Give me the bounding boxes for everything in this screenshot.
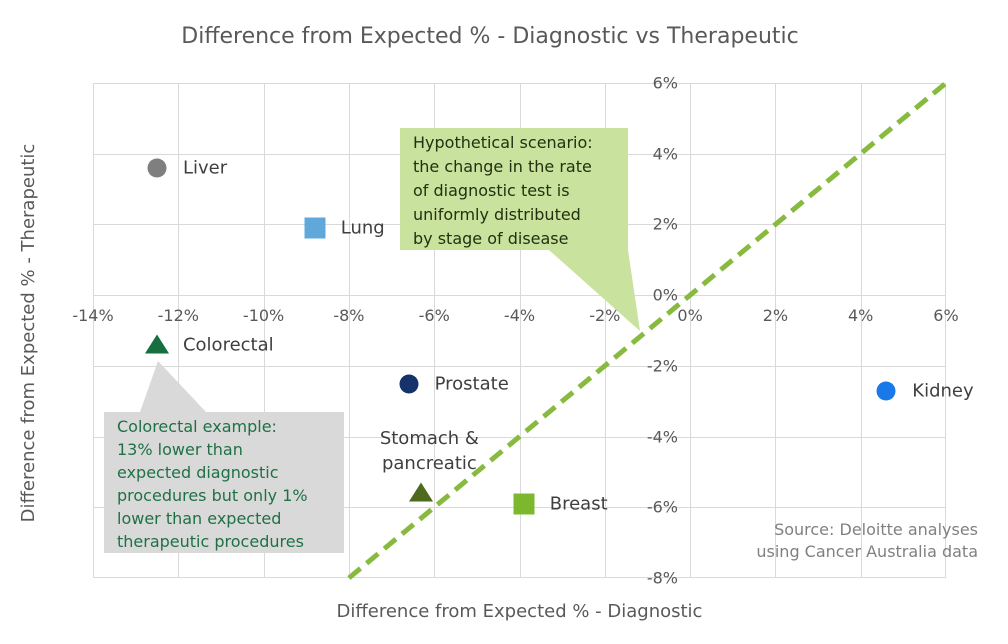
data-point-label-kidney: Kidney <box>912 380 974 402</box>
y-tick-label: -8% <box>646 568 678 588</box>
annotation-colorectal-example-line: procedures but only 1% <box>117 486 308 505</box>
x-gridline <box>348 83 350 578</box>
source-note-line-2: using Cancer Australia data <box>756 542 978 561</box>
x-gridline <box>690 83 692 578</box>
x-tick-label: -8% <box>333 306 365 325</box>
data-point-label-stomach-pancreatic: Stomach & pancreatic <box>379 428 479 475</box>
y-tick-label: 0% <box>652 285 678 305</box>
data-point-kidney <box>876 381 896 401</box>
x-tick-label: -2% <box>589 306 621 325</box>
data-point-colorectal <box>144 334 169 354</box>
annotation-hypothetical-scenario-line: of diagnostic test is <box>413 181 570 200</box>
annotation-colorectal-example-line: therapeutic procedures <box>117 532 304 551</box>
annotation-colorectal-example-line: Colorectal example: <box>117 417 277 436</box>
x-gridline <box>263 83 265 578</box>
y-tick-label: -4% <box>646 427 678 447</box>
x-gridline <box>860 83 862 578</box>
chart-title: Difference from Expected % - Diagnostic … <box>181 24 799 49</box>
data-point-label-lung: Lung <box>340 217 385 239</box>
x-tick-label: -4% <box>503 306 536 325</box>
x-gridline <box>775 83 777 578</box>
x-tick-label: 0% <box>677 306 703 325</box>
y-tick-label: -6% <box>646 497 678 517</box>
data-point-stomach-pancreatic <box>409 482 434 502</box>
annotation-hypothetical-scenario-line: by stage of disease <box>413 229 569 248</box>
y-gridline <box>93 295 946 297</box>
data-point-label-breast: Breast <box>549 493 608 515</box>
annotation-hypothetical-scenario-line: Hypothetical scenario: <box>413 133 593 152</box>
annotation-colorectal-example: Colorectal example: 13% lower than expecte… <box>104 412 344 553</box>
data-point-lung <box>304 217 326 239</box>
data-point-label-prostate: Prostate <box>434 373 509 395</box>
x-tick-label: 2% <box>762 306 789 325</box>
annotation-hypothetical-scenario-line: uniformly distributed <box>413 205 581 224</box>
x-tick-label: 4% <box>847 306 874 325</box>
data-point-prostate <box>399 374 419 394</box>
source-note-line-1: Source: Deloitte analyses <box>774 520 978 539</box>
source-note: Source: Deloitte analyses using Cancer A… <box>756 519 978 563</box>
x-gridline <box>178 83 180 578</box>
y-tick-label: 6% <box>652 73 678 93</box>
annotation-colorectal-example-line: 13% lower than <box>117 440 243 459</box>
x-tick-label: 6% <box>933 306 959 325</box>
y-tick-label: -2% <box>646 356 678 376</box>
x-axis-title: Difference from Expected % - Diagnostic <box>336 601 703 622</box>
x-tick-label: -10% <box>242 306 285 325</box>
data-point-label-liver: Liver <box>182 157 228 179</box>
annotation-colorectal-example-line: expected diagnostic <box>117 463 279 482</box>
annotation-hypothetical-scenario: Hypothetical scenario: the change in the … <box>400 128 628 250</box>
x-tick-label: -6% <box>418 306 450 325</box>
y-axis-title: Difference from Expected % - Therapeutic <box>18 143 39 523</box>
x-tick-label: -12% <box>157 306 199 325</box>
y-gridline <box>93 365 946 367</box>
annotation-hypothetical-scenario-line: the change in the rate <box>413 157 592 176</box>
data-point-breast <box>513 493 535 515</box>
data-point-liver <box>147 158 167 178</box>
x-tick-label: -14% <box>72 306 114 325</box>
data-point-label-colorectal: Colorectal <box>182 334 274 356</box>
annotation-colorectal-example-line: lower than expected <box>117 509 282 528</box>
